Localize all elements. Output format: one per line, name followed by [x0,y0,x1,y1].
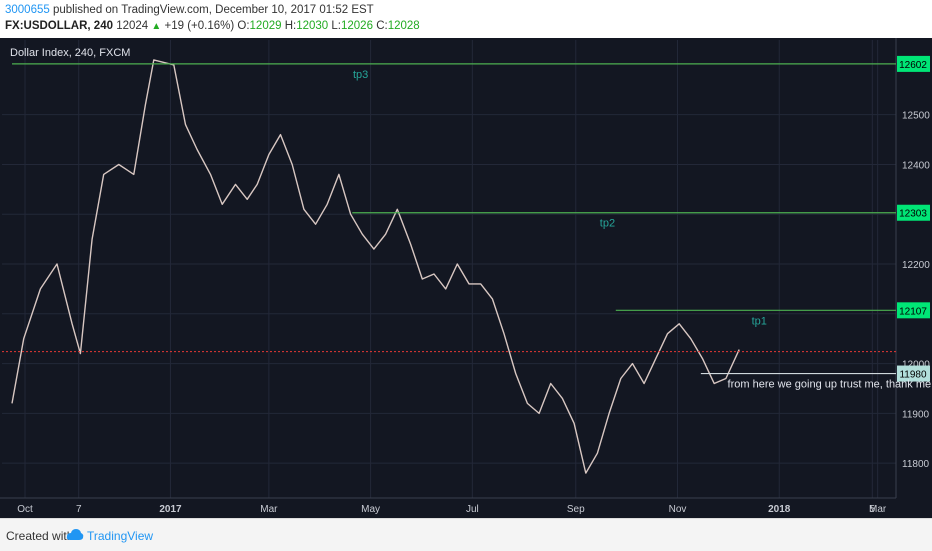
price-series-line [11,59,740,474]
quote-line: FX:USDOLLAR, 240 12024 ▲ +19 (+0.16%) O:… [5,20,420,32]
symbol-label: FX:USDOLLAR, 240 [5,20,113,32]
y-tick-label: 12400 [902,160,930,171]
x-tick-label: Jul [466,504,479,515]
price-label-12602: 12602 [899,60,927,71]
price-chart[interactable]: 1180011900120001210012200123001240012500… [0,38,932,518]
created-with-label: Created with [6,529,74,543]
high-value: 12030 [296,20,329,32]
up-arrow-icon: ▲ [151,21,162,32]
chart-header: 3000655 published on TradingView.com, De… [0,0,932,38]
price-label-bg-11980 [897,365,930,382]
tradingview-brand[interactable]: TradingView [87,529,154,543]
y-tick-label: 12200 [902,260,930,271]
y-tick-label: 12000 [902,360,930,371]
x-tick-label: Nov [669,504,687,515]
x-tick-label: 7 [76,504,82,515]
low-label: L: [331,20,341,32]
close-value: 12028 [387,20,420,32]
x-tick-label: Mar [869,504,887,515]
price-change: +19 (+0.16%) [164,20,235,32]
open-label: O: [237,20,250,32]
x-tick-label: 2018 [768,504,791,515]
x-tick-label: Mar [260,504,278,515]
x-tick-label: 5 [870,504,876,515]
tradingview-cloud-icon [66,528,84,545]
price-label-bg-12303 [897,204,930,221]
author-link[interactable]: 3000655 [5,4,50,16]
close-label: C: [376,20,388,32]
price-label-bg-12602 [897,55,930,72]
x-tick-label: 2017 [159,504,182,515]
chart-title: Dollar Index, 240, FXCM [10,47,130,59]
x-tick-label: Sep [567,504,585,515]
price-label-12303: 12303 [899,209,927,220]
price-label-12107: 12107 [899,306,927,317]
x-tick-label: Oct [17,504,33,515]
published-text: published on TradingView.com, December 1… [52,4,374,16]
footer-bar: Created with TradingView [0,518,932,551]
y-tick-label: 11800 [902,459,930,470]
publish-info: 3000655 published on TradingView.com, De… [5,4,374,16]
line-tag-11980: from here we going up trust me, thank me… [728,379,932,391]
line-tag-12303: tp2 [600,218,615,230]
last-price: 12024 [116,20,149,32]
open-value: 12029 [249,20,282,32]
y-tick-label: 12500 [902,111,930,122]
y-tick-label: 11900 [902,409,930,420]
low-value: 12026 [341,20,373,32]
price-label-11980: 11980 [899,370,927,381]
line-tag-12107: tp1 [752,315,767,327]
high-label: H: [284,20,297,32]
x-tick-label: May [361,504,380,515]
line-tag-12602: tp3 [353,69,368,81]
chart-area[interactable]: 1180011900120001210012200123001240012500… [0,38,932,518]
price-label-bg-12107 [897,302,930,319]
